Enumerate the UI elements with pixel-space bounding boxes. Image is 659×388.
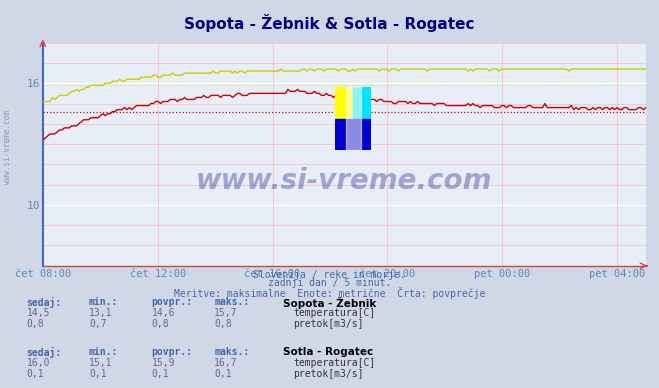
Text: Slovenija / reke in morje.: Slovenija / reke in morje. [253, 270, 406, 280]
Text: 15,1: 15,1 [89, 358, 113, 368]
Text: maks.:: maks.: [214, 347, 249, 357]
Text: 13,1: 13,1 [89, 308, 113, 318]
Text: 14,5: 14,5 [26, 308, 50, 318]
Text: Sopota - Žebnik & Sotla - Rogatec: Sopota - Žebnik & Sotla - Rogatec [185, 14, 474, 31]
Text: pretok[m3/s]: pretok[m3/s] [293, 319, 364, 329]
Text: 0,8: 0,8 [214, 319, 232, 329]
Polygon shape [346, 87, 360, 150]
Text: 0,1: 0,1 [214, 369, 232, 379]
Text: min.:: min.: [89, 347, 119, 357]
Text: temperatura[C]: temperatura[C] [293, 358, 376, 368]
Text: www.si-vreme.com: www.si-vreme.com [196, 167, 492, 195]
Text: zadnji dan / 5 minut.: zadnji dan / 5 minut. [268, 278, 391, 288]
Text: min.:: min.: [89, 297, 119, 307]
Text: 14,6: 14,6 [152, 308, 175, 318]
Text: povpr.:: povpr.: [152, 297, 192, 307]
Text: sedaj:: sedaj: [26, 297, 61, 308]
Text: Sopota - Žebnik: Sopota - Žebnik [283, 297, 377, 309]
Bar [353, 87, 372, 119]
Text: povpr.:: povpr.: [152, 347, 192, 357]
Text: 0,7: 0,7 [89, 319, 107, 329]
Text: 16,7: 16,7 [214, 358, 238, 368]
Text: 15,7: 15,7 [214, 308, 238, 318]
Text: 15,9: 15,9 [152, 358, 175, 368]
Bar [335, 119, 372, 150]
Text: 0,1: 0,1 [26, 369, 44, 379]
Text: temperatura[C]: temperatura[C] [293, 308, 376, 318]
Text: sedaj:: sedaj: [26, 347, 61, 358]
Bar [335, 87, 353, 119]
Text: Sotla - Rogatec: Sotla - Rogatec [283, 347, 374, 357]
Text: Meritve: maksimalne  Enote: metrične  Črta: povprečje: Meritve: maksimalne Enote: metrične Črta… [174, 287, 485, 299]
Text: 0,8: 0,8 [26, 319, 44, 329]
Text: maks.:: maks.: [214, 297, 249, 307]
Text: 0,1: 0,1 [89, 369, 107, 379]
Text: pretok[m3/s]: pretok[m3/s] [293, 369, 364, 379]
Text: 16,0: 16,0 [26, 358, 50, 368]
Text: www.si-vreme.com: www.si-vreme.com [3, 111, 13, 184]
Text: 0,8: 0,8 [152, 319, 169, 329]
Text: 0,1: 0,1 [152, 369, 169, 379]
